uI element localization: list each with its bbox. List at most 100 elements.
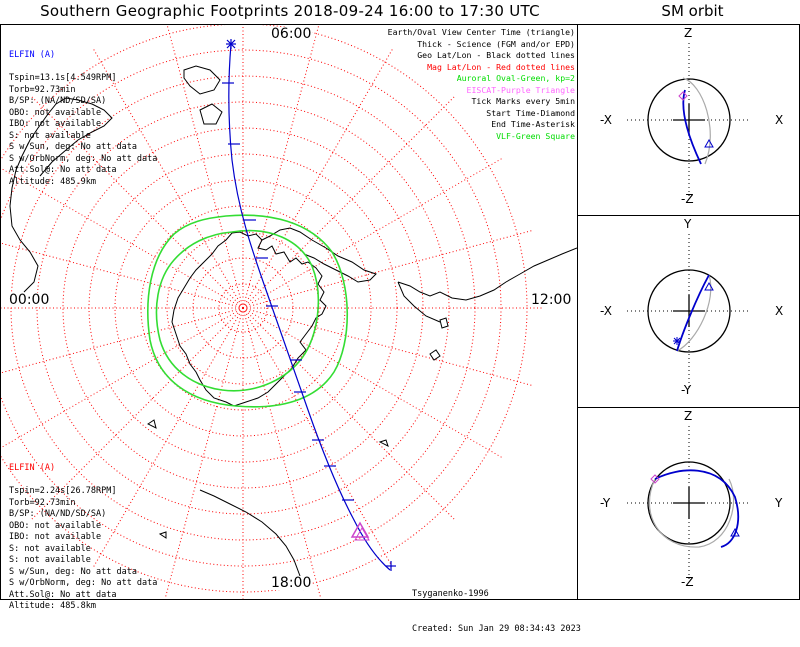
elfin-a-line: Att.Sol@: No att data [9, 165, 117, 175]
elfin-b-line: OBO: not available [9, 520, 102, 531]
sm-panel-2-axis-right: X [775, 304, 784, 318]
legend-item: Start Time-Diamond [486, 107, 575, 118]
legend-item: End Time-Asterisk [491, 119, 575, 129]
legend-item: Auroral Oval-Green, kp=2 [456, 73, 575, 83]
longitude-line [166, 25, 244, 309]
sm-earth-circle [647, 269, 731, 353]
longitude-line [242, 157, 504, 309]
elfin-a-line: Torb=92.73min [9, 84, 76, 95]
auroral-oval-outer [147, 214, 349, 408]
elfin-a-line: IBO: not available [9, 119, 102, 129]
australia-coastline [9, 97, 113, 293]
page-title: Southern Geographic Footprints 2018-09-2… [40, 2, 540, 20]
sm-triangle-marker [704, 138, 714, 148]
longitude-line [92, 307, 244, 569]
sm-panel-2-axis-top: Y [684, 217, 692, 231]
longitude-line [92, 47, 244, 309]
sm-panel-1-axis-bottom: -Z [681, 192, 694, 206]
latitude-circle [218, 283, 268, 333]
longitude-line [242, 95, 456, 309]
longitude-line [1, 242, 244, 309]
longitude-line [164, 307, 244, 598]
latitude-circle [1, 49, 502, 567]
sm-orbit-gray [682, 77, 711, 165]
sm-panel-3 [627, 426, 751, 580]
africa-coastline [199, 489, 305, 591]
elfin-b-line: S w/Sun, deg: No att data [9, 566, 137, 577]
center-time-triangle [354, 527, 370, 541]
longitude-line [242, 307, 504, 459]
legend-item: Thick - Science (FGM and/or EPD) [417, 38, 575, 49]
legend-item: Tick Marks every 5min [471, 96, 575, 106]
time-label-left: 00:00 [8, 292, 51, 308]
elfin-a-line: Tspin=13.1s[4.549RPM] [9, 73, 117, 83]
antarctica-coastline [171, 231, 327, 407]
elfin-a-line: S: not available [9, 130, 91, 141]
latitude-circle [114, 179, 372, 437]
end-time-asterisk [226, 39, 236, 49]
time-label-top: 06:00 [270, 26, 313, 42]
sm-orbit-blue [654, 469, 740, 548]
elfin-a-line: B/SP: (NA/ND/SD/SA) [9, 96, 107, 106]
elfin-a-info-block: ELFIN (A) Tspin=13.1s[4.549RPM] Torb=92.7… [9, 27, 157, 188]
longitude-line [242, 307, 322, 598]
longitude-line [242, 307, 533, 387]
longitude-line [242, 307, 394, 569]
elfin-b-name: ELFIN (A) [9, 463, 56, 473]
mag-longitude-grid [1, 25, 543, 599]
elfin-b-line: Altitude: 485.8km [9, 601, 96, 611]
elfin-a-line: S w/OrbNorm, deg: No att data [9, 153, 158, 164]
time-label-right: 12:00 [530, 292, 573, 308]
sm-panel-3-axis-bottom: -Z [681, 575, 694, 589]
sm-panel-3-axis-left: -Y [600, 496, 611, 510]
elfin-a-name: ELFIN (A) [9, 50, 56, 60]
legend: Earth/Oval View Center Time (triangle) Th… [388, 27, 575, 142]
legend-item: Geo Lat/Lon - Black dotted lines [417, 50, 575, 60]
longitude-line [242, 25, 320, 309]
longitude-line [30, 307, 244, 521]
elfin-a-line: OBO: not available [9, 107, 102, 118]
elfin-a-line: S w/Sun, deg: No att data [9, 142, 137, 152]
time-label-bottom: 18:00 [270, 575, 313, 591]
elfin-b-line: Torb=92.73min [9, 497, 76, 508]
sm-asterisk-marker [673, 337, 681, 345]
sm-panel-1-axis-left: -X [600, 113, 612, 127]
longitude-line [242, 307, 456, 521]
legend-item: EISCAT-Purple Triangle [466, 84, 575, 95]
start-time-marker [386, 561, 396, 571]
elfin-b-info-block: ELFIN (A) Tspin=2.24s[26.78RPM] Torb=92.7… [9, 440, 157, 613]
elfin-b-line: B/SP: (NA/ND/SD/SA) [9, 509, 107, 519]
sm-diamond-marker [678, 91, 688, 101]
auroral-oval-inner [155, 229, 320, 392]
sm-panel-2-axis-left: -X [600, 304, 612, 318]
elfin-a-line: Altitude: 485.9km [9, 176, 96, 187]
sm-earth-circle [647, 78, 731, 162]
elfin-orbit-track [228, 43, 391, 571]
sm-orbit-gray [649, 478, 735, 548]
legend-item: Earth/Oval View Center Time (triangle) [387, 27, 575, 37]
elfin-b-line: Tspin=2.24s[26.78RPM] [9, 486, 117, 496]
sm-triangle-marker [730, 527, 740, 537]
elfin-b-line: S w/OrbNorm, deg: No att data [9, 578, 158, 588]
orbit-tick-marks [222, 82, 354, 501]
elfin-b-line: S: not available [9, 555, 91, 565]
longitude-line [1, 307, 244, 449]
elfin-b-line: IBO: not available [9, 532, 102, 542]
created-label: Created: Sun Jan 29 08:34:43 2023 [412, 623, 581, 634]
latitude-circle [36, 101, 450, 515]
sm-orbit-blue [676, 274, 710, 352]
sm-panel-3-axis-top: Z [684, 409, 693, 423]
sm-panel-1 [627, 43, 751, 197]
antarctic-peninsula [261, 227, 377, 283]
sm-panel-3-axis-right: Y [775, 496, 783, 510]
sm-orbit-title: SM orbit [661, 2, 724, 20]
model-label: Tsyganenko-1996 [412, 589, 489, 599]
island-markers [147, 317, 449, 539]
sm-orbit-panels [627, 43, 751, 580]
footer: Tsyganenko-1996 Created: Sun Jan 29 08:3… [412, 566, 581, 647]
longitude-line [242, 229, 533, 309]
longitude-line [30, 95, 244, 309]
sm-triangle-marker [704, 281, 714, 291]
eiscat-triangle [350, 521, 370, 538]
sm-earth-circle [647, 461, 731, 545]
